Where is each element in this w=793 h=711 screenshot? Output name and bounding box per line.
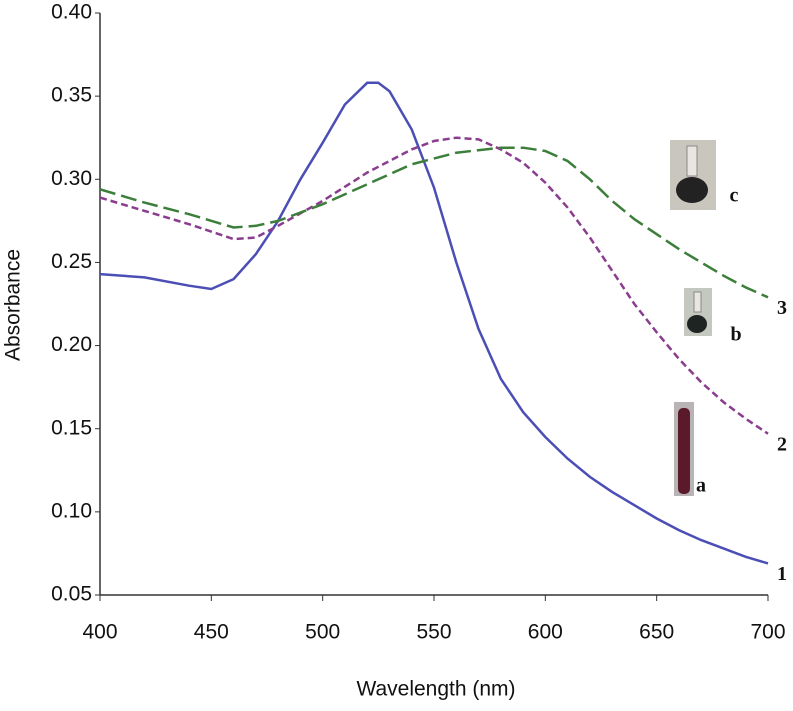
y-tick-label: 0.30 <box>51 167 92 190</box>
y-tick-label: 0.20 <box>51 333 92 356</box>
series-label: 2 <box>777 433 787 455</box>
series-line <box>99 81 769 565</box>
y-tick-label: 0.40 <box>51 1 92 24</box>
y-tick-label: 0.35 <box>51 84 92 107</box>
vial-b <box>684 288 712 336</box>
y-tick-label: 0.10 <box>51 499 92 522</box>
y-tick-label: 0.25 <box>51 250 92 273</box>
series-label: 1 <box>777 563 787 585</box>
y-tick-label: 0.05 <box>51 583 92 606</box>
y-axis-title: Absorbance <box>2 249 25 361</box>
y-tick-label: 0.15 <box>51 416 92 439</box>
x-tick-label: 700 <box>750 621 785 644</box>
flask-body <box>687 315 707 333</box>
series-line <box>99 146 769 299</box>
flask-body <box>676 177 708 203</box>
tube <box>678 408 690 494</box>
vial-c <box>670 140 716 210</box>
x-tick-label: 550 <box>416 621 451 644</box>
annotation: a <box>696 475 706 497</box>
x-axis-title: Wavelength (nm) <box>356 678 515 701</box>
x-tick-label: 600 <box>528 621 563 644</box>
annotation: b <box>730 324 741 346</box>
x-tick-label: 650 <box>639 621 674 644</box>
series-line <box>99 136 769 435</box>
flask-neck <box>693 291 702 313</box>
x-tick-label: 450 <box>194 621 229 644</box>
series-label: 3 <box>777 297 787 319</box>
flask-neck <box>686 145 698 177</box>
vial-a <box>674 402 694 496</box>
annotation: c <box>730 185 739 207</box>
x-tick-label: 400 <box>82 621 117 644</box>
x-tick-label: 500 <box>305 621 340 644</box>
